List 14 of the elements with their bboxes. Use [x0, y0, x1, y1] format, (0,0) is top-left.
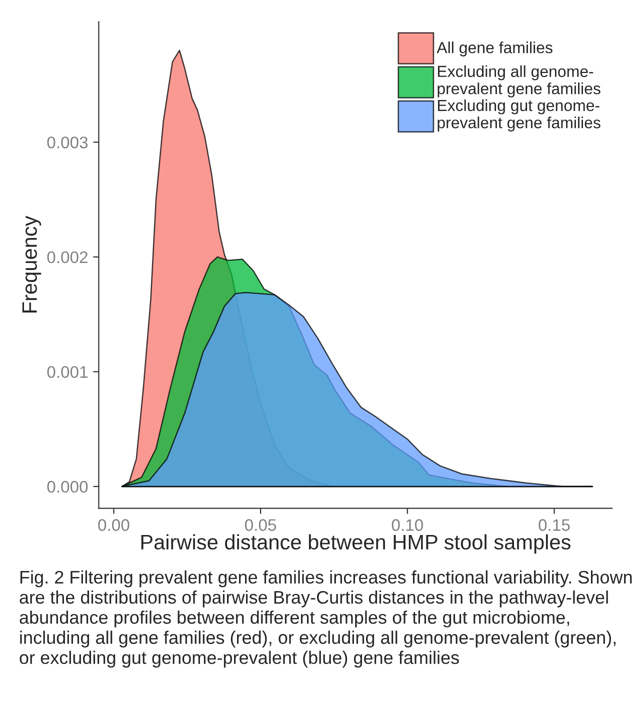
x-axis-title: Pairwise distance between HMP stool samples — [141, 534, 570, 554]
caption: Fig. 2 Filtering prevalent gene families increases functional variability. Shown are the distributions of pairwise Bray-Curtis distances in the pathway-level abundance profiles between different samples of the gut microbiome, including all gene families (red), or excluding all genome-prevalent (green), or excluding gut genome-prevalent (blue) gene families — [20, 570, 632, 668]
y-tick-label: 0.003 — [47, 136, 88, 148]
y-tick-label: 0.000 — [47, 480, 88, 493]
x-tick-label: 0.00 — [98, 519, 130, 531]
y-tick-label: 0.001 — [47, 366, 88, 378]
x-tick-label: 0.15 — [538, 519, 570, 531]
legend-label: Excluding all genome- prevalent gene families — [438, 65, 600, 98]
y-axis-title: Frequency — [22, 216, 42, 312]
legend-label: All gene families — [436, 42, 552, 56]
x-tick-label: 0.05 — [245, 519, 276, 531]
legend-label: Excluding gut genome- prevalent gene families — [438, 99, 600, 132]
y-tick-label: 0.002 — [47, 251, 88, 264]
x-tick-label: 0.10 — [392, 519, 423, 531]
